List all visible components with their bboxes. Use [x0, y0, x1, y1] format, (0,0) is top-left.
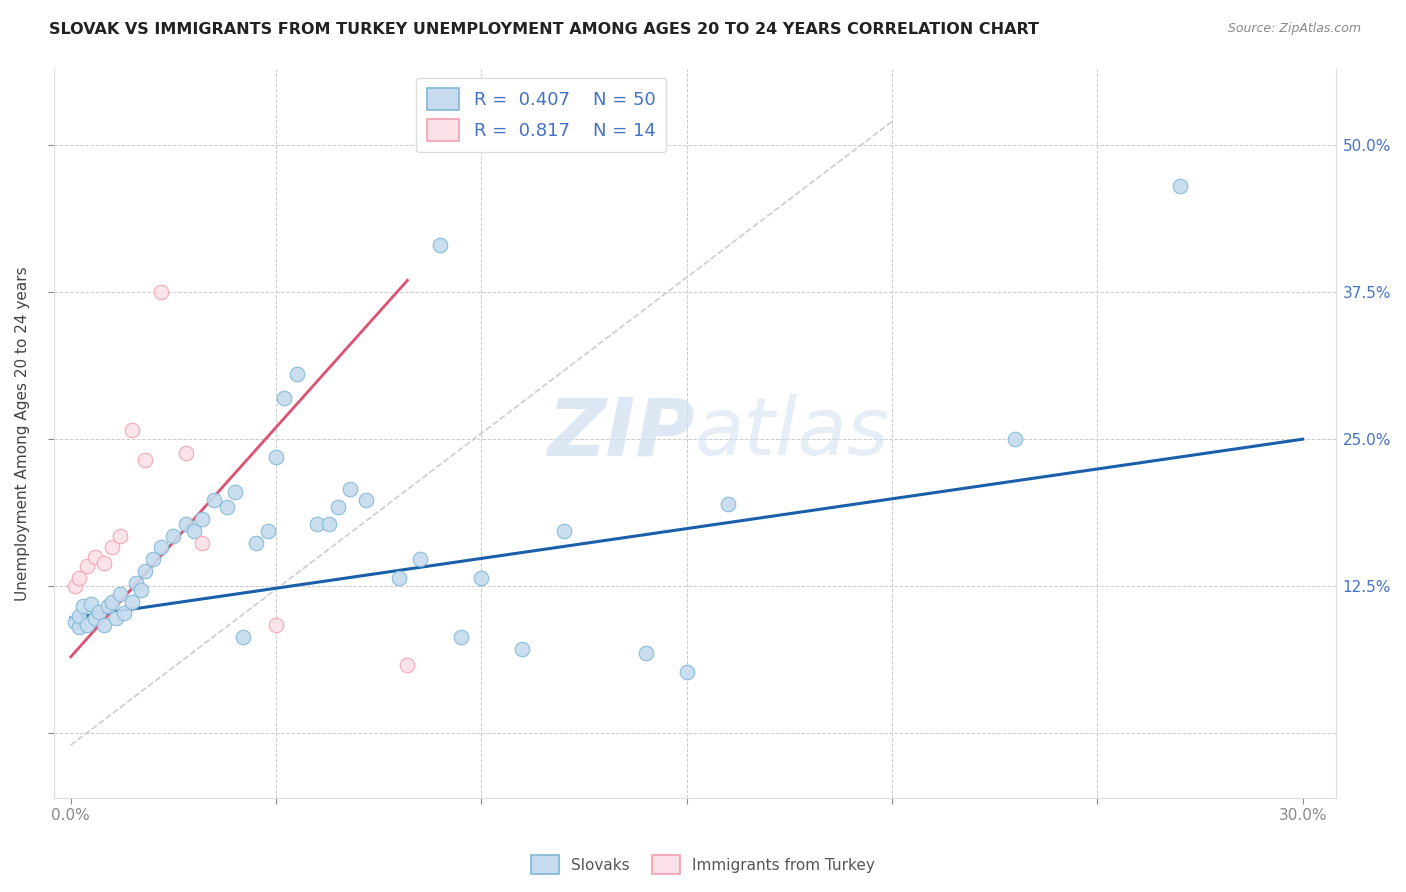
Point	[285, 368, 308, 382]
Point	[104, 611, 127, 625]
Text: SLOVAK VS IMMIGRANTS FROM TURKEY UNEMPLOYMENT AMONG AGES 20 TO 24 YEARS CORRELAT: SLOVAK VS IMMIGRANTS FROM TURKEY UNEMPLO…	[49, 22, 1039, 37]
Point	[470, 571, 492, 585]
Point	[318, 516, 340, 531]
Point	[134, 453, 156, 467]
Point	[101, 594, 124, 608]
Point	[326, 500, 349, 515]
Point	[717, 497, 740, 511]
Point	[134, 564, 156, 578]
Point	[108, 529, 131, 543]
Point	[634, 646, 657, 660]
Point	[84, 549, 107, 564]
Point	[224, 485, 246, 500]
Point	[108, 587, 131, 601]
Point	[512, 641, 534, 656]
Text: Source: ZipAtlas.com: Source: ZipAtlas.com	[1227, 22, 1361, 36]
Point	[63, 615, 86, 629]
Point	[76, 559, 98, 574]
Point	[1168, 179, 1191, 194]
Point	[93, 556, 115, 570]
Legend: R =  0.407    N = 50, R =  0.817    N = 14: R = 0.407 N = 50, R = 0.817 N = 14	[416, 78, 666, 153]
Point	[150, 541, 173, 555]
Text: ZIP: ZIP	[547, 394, 695, 472]
Point	[429, 238, 451, 252]
Point	[174, 446, 197, 460]
Point	[67, 620, 90, 634]
Point	[388, 571, 411, 585]
Point	[89, 605, 111, 619]
Text: atlas: atlas	[695, 394, 890, 472]
Point	[232, 630, 254, 644]
Point	[409, 552, 432, 566]
Legend: Slovaks, Immigrants from Turkey: Slovaks, Immigrants from Turkey	[524, 849, 882, 880]
Point	[150, 285, 173, 299]
Point	[121, 594, 143, 608]
Point	[396, 658, 419, 673]
Point	[67, 608, 90, 623]
Point	[72, 599, 94, 614]
Point	[112, 607, 135, 621]
Point	[191, 512, 214, 526]
Point	[67, 571, 90, 585]
Point	[162, 529, 184, 543]
Point	[257, 524, 280, 538]
Point	[675, 665, 697, 680]
Point	[204, 493, 226, 508]
Point	[215, 500, 238, 515]
Point	[264, 618, 287, 632]
Point	[129, 582, 152, 597]
Point	[97, 599, 120, 614]
Point	[93, 618, 115, 632]
Point	[356, 493, 378, 508]
Point	[450, 630, 472, 644]
Point	[80, 597, 103, 611]
Point	[125, 575, 148, 590]
Y-axis label: Unemployment Among Ages 20 to 24 years: Unemployment Among Ages 20 to 24 years	[15, 266, 30, 600]
Point	[183, 524, 205, 538]
Point	[245, 535, 267, 549]
Point	[191, 535, 214, 549]
Point	[142, 552, 165, 566]
Point	[273, 391, 295, 405]
Point	[264, 450, 287, 464]
Point	[76, 618, 98, 632]
Point	[307, 516, 329, 531]
Point	[553, 524, 575, 538]
Point	[1004, 432, 1026, 446]
Point	[101, 541, 124, 555]
Point	[174, 516, 197, 531]
Point	[121, 423, 143, 437]
Point	[339, 482, 361, 496]
Point	[63, 579, 86, 593]
Point	[84, 611, 107, 625]
